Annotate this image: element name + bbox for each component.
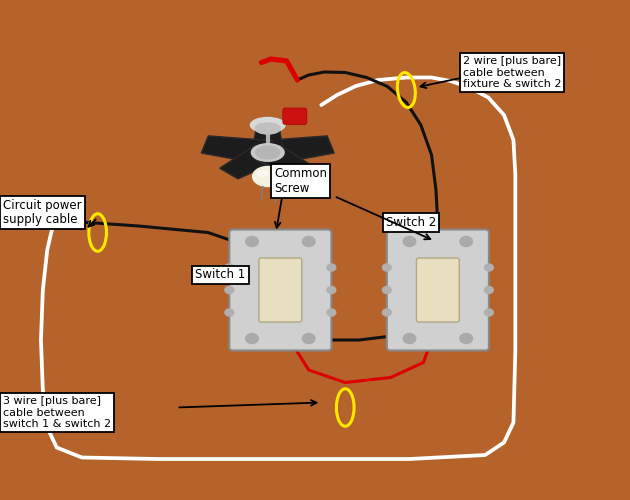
Ellipse shape: [257, 170, 268, 176]
Circle shape: [302, 236, 315, 246]
Polygon shape: [202, 136, 273, 164]
FancyBboxPatch shape: [259, 258, 302, 322]
Circle shape: [484, 264, 493, 271]
Polygon shape: [263, 136, 334, 164]
FancyBboxPatch shape: [229, 230, 331, 350]
Polygon shape: [255, 145, 316, 179]
Circle shape: [302, 334, 315, 344]
FancyBboxPatch shape: [283, 108, 307, 124]
Polygon shape: [252, 126, 284, 152]
Ellipse shape: [251, 144, 284, 161]
Circle shape: [382, 309, 391, 316]
Text: Circuit power
supply cable: Circuit power supply cable: [3, 198, 82, 226]
Circle shape: [246, 236, 258, 246]
Circle shape: [327, 309, 336, 316]
Circle shape: [403, 236, 416, 246]
Circle shape: [460, 236, 472, 246]
Circle shape: [403, 334, 416, 344]
Ellipse shape: [253, 166, 283, 186]
Ellipse shape: [250, 118, 285, 132]
Text: Common
Screw: Common Screw: [274, 167, 327, 195]
Text: 3 wire [plus bare]
cable between
switch 1 & switch 2: 3 wire [plus bare] cable between switch …: [3, 396, 112, 429]
FancyBboxPatch shape: [416, 258, 459, 322]
Circle shape: [225, 264, 234, 271]
Polygon shape: [220, 145, 280, 179]
Circle shape: [327, 286, 336, 294]
Text: 2 wire [plus bare]
cable between
fixture & switch 2: 2 wire [plus bare] cable between fixture…: [463, 56, 561, 89]
Circle shape: [225, 309, 234, 316]
Ellipse shape: [256, 146, 280, 159]
Circle shape: [246, 334, 258, 344]
Ellipse shape: [255, 123, 280, 134]
FancyBboxPatch shape: [387, 230, 489, 350]
Text: Switch 2: Switch 2: [386, 216, 436, 229]
Circle shape: [460, 334, 472, 344]
Circle shape: [225, 286, 234, 294]
Circle shape: [382, 286, 391, 294]
Circle shape: [382, 264, 391, 271]
Circle shape: [484, 286, 493, 294]
Circle shape: [484, 309, 493, 316]
Text: Switch 1: Switch 1: [195, 268, 246, 281]
Circle shape: [327, 264, 336, 271]
